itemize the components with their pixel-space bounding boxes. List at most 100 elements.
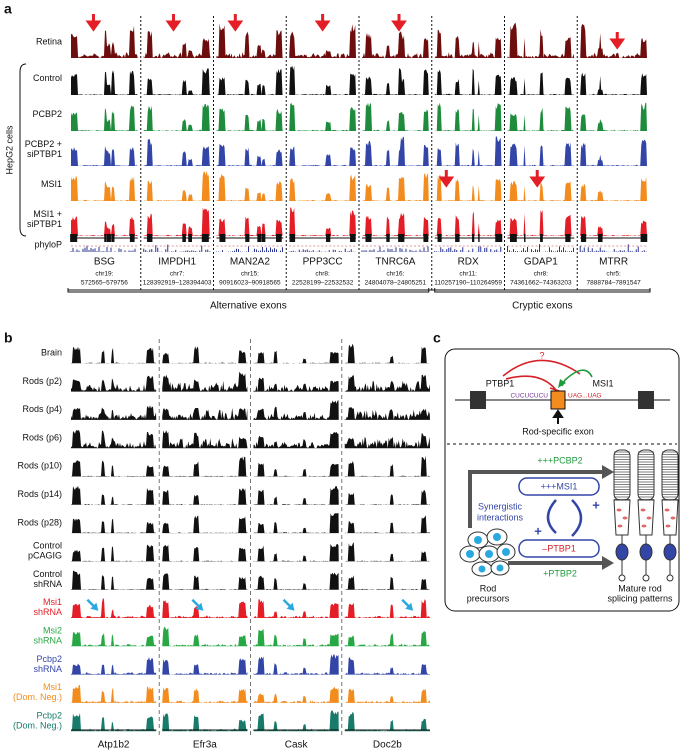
coverage-track [344, 407, 430, 420]
track-label: (Dom. Neg.) [13, 692, 62, 702]
coverage-track [253, 710, 339, 732]
cycle-arrow [571, 499, 583, 537]
coverage-track [162, 430, 248, 449]
phylop-track [288, 248, 356, 252]
stage-label: precursors [467, 593, 510, 603]
coverage-track [162, 346, 248, 364]
gene-exon [201, 234, 209, 242]
coordinate: chr8: [315, 271, 330, 278]
track-label: Pcbp2 [36, 710, 62, 720]
arrow-head [90, 602, 99, 611]
track-label: (Dom. Neg.) [13, 720, 62, 730]
coverage-track [253, 431, 339, 449]
gene-exon [437, 234, 442, 242]
rod-outer-frame [661, 449, 679, 501]
coordinate: 110257190–110264959 [434, 280, 502, 287]
gene-exon [70, 234, 78, 242]
track-label: shRNA [33, 579, 62, 589]
arrow-marker [529, 170, 546, 188]
gene-exon [257, 234, 262, 242]
coverage-track [580, 102, 647, 131]
gene-exon [495, 234, 503, 242]
coverage-track [434, 68, 502, 95]
pointer-arrow [552, 409, 564, 424]
mitochondrion [640, 508, 646, 512]
coverage-track [143, 170, 211, 201]
coverage-track [162, 658, 248, 675]
gene-exon [261, 234, 266, 242]
coverage-track [162, 600, 248, 618]
coverage-track [362, 102, 429, 131]
gene-name: GDAP1 [524, 257, 558, 268]
group-bracket [67, 288, 430, 293]
model-diagram: ? PTBP1 MSI1 CUCUCUCU UAG...UAG Rod-spec… [444, 348, 680, 612]
coverage-track [344, 433, 430, 449]
track-label: pCAGIG [28, 551, 62, 561]
coverage-track [289, 207, 356, 236]
track-label: PCBP2 + [25, 139, 62, 149]
rod-terminal [642, 574, 650, 582]
rod-inner-segment [613, 499, 631, 536]
gene-exon [524, 234, 526, 242]
arrow-head [286, 602, 295, 611]
coverage-track [434, 136, 502, 166]
coverage-track [216, 174, 284, 201]
rod-nucleus [639, 543, 653, 561]
coverage-track [344, 374, 430, 392]
mitochondrion [616, 508, 622, 512]
factor-box [518, 477, 600, 496]
coverage-track [344, 599, 430, 618]
coverage-track [507, 22, 575, 59]
gene-name: BSG [94, 257, 115, 268]
coverage-track [253, 572, 339, 590]
coverage-track [253, 599, 339, 618]
coverage-track [507, 209, 575, 236]
gene-exon [182, 234, 186, 242]
coverage-track [143, 103, 211, 131]
note: Synergistic [478, 501, 523, 511]
gene-name: MAN2A2 [230, 257, 270, 268]
rod-outer-frame [613, 449, 631, 501]
coverage-track [507, 106, 575, 131]
coordinate: chr15: [241, 271, 259, 278]
coordinate: chr11: [459, 271, 477, 278]
rod-terminal [666, 574, 674, 582]
coverage-track [71, 631, 157, 647]
gene-exon [386, 234, 390, 242]
track-label: shRNA [33, 664, 62, 674]
rod-cells [613, 449, 679, 582]
coverage-track [253, 485, 339, 505]
panel-label: c [433, 330, 441, 346]
panel-box [444, 348, 680, 612]
bracket [19, 63, 27, 237]
coverage-track [434, 211, 502, 236]
coverage-track [71, 405, 157, 420]
mitochondrion [664, 508, 670, 512]
track-label: Msi1 [43, 597, 62, 607]
track-label: Rods (p28) [17, 517, 62, 527]
coverage-track [71, 175, 138, 201]
gene-name: Cask [285, 740, 309, 751]
track-label: siPTBP1 [27, 219, 62, 229]
coverage-track [162, 544, 248, 562]
coordinate: 7888784–7891547 [587, 280, 642, 287]
gene-exon [365, 234, 372, 242]
arrow-head [558, 379, 566, 388]
coverage-track [344, 688, 430, 703]
factor-label: +++MSI1 [541, 481, 578, 491]
rod-inner-segment [661, 499, 679, 536]
coverage-track [362, 68, 429, 95]
track-label: Brain [41, 348, 62, 358]
track-label: MSI1 [41, 179, 62, 189]
arrow-marker [165, 14, 182, 32]
gene-exon [289, 234, 296, 242]
track-label: MSI1 + [33, 209, 62, 219]
coverage-track [216, 23, 284, 58]
rod-inner-segment [637, 499, 655, 536]
coverage-track [362, 212, 429, 236]
track-label: Rods (p14) [17, 489, 62, 499]
coverage-track [253, 350, 339, 364]
coverage-track [253, 513, 339, 534]
coverage-track [71, 375, 157, 392]
coordinate: 572565–579756 [81, 280, 128, 287]
